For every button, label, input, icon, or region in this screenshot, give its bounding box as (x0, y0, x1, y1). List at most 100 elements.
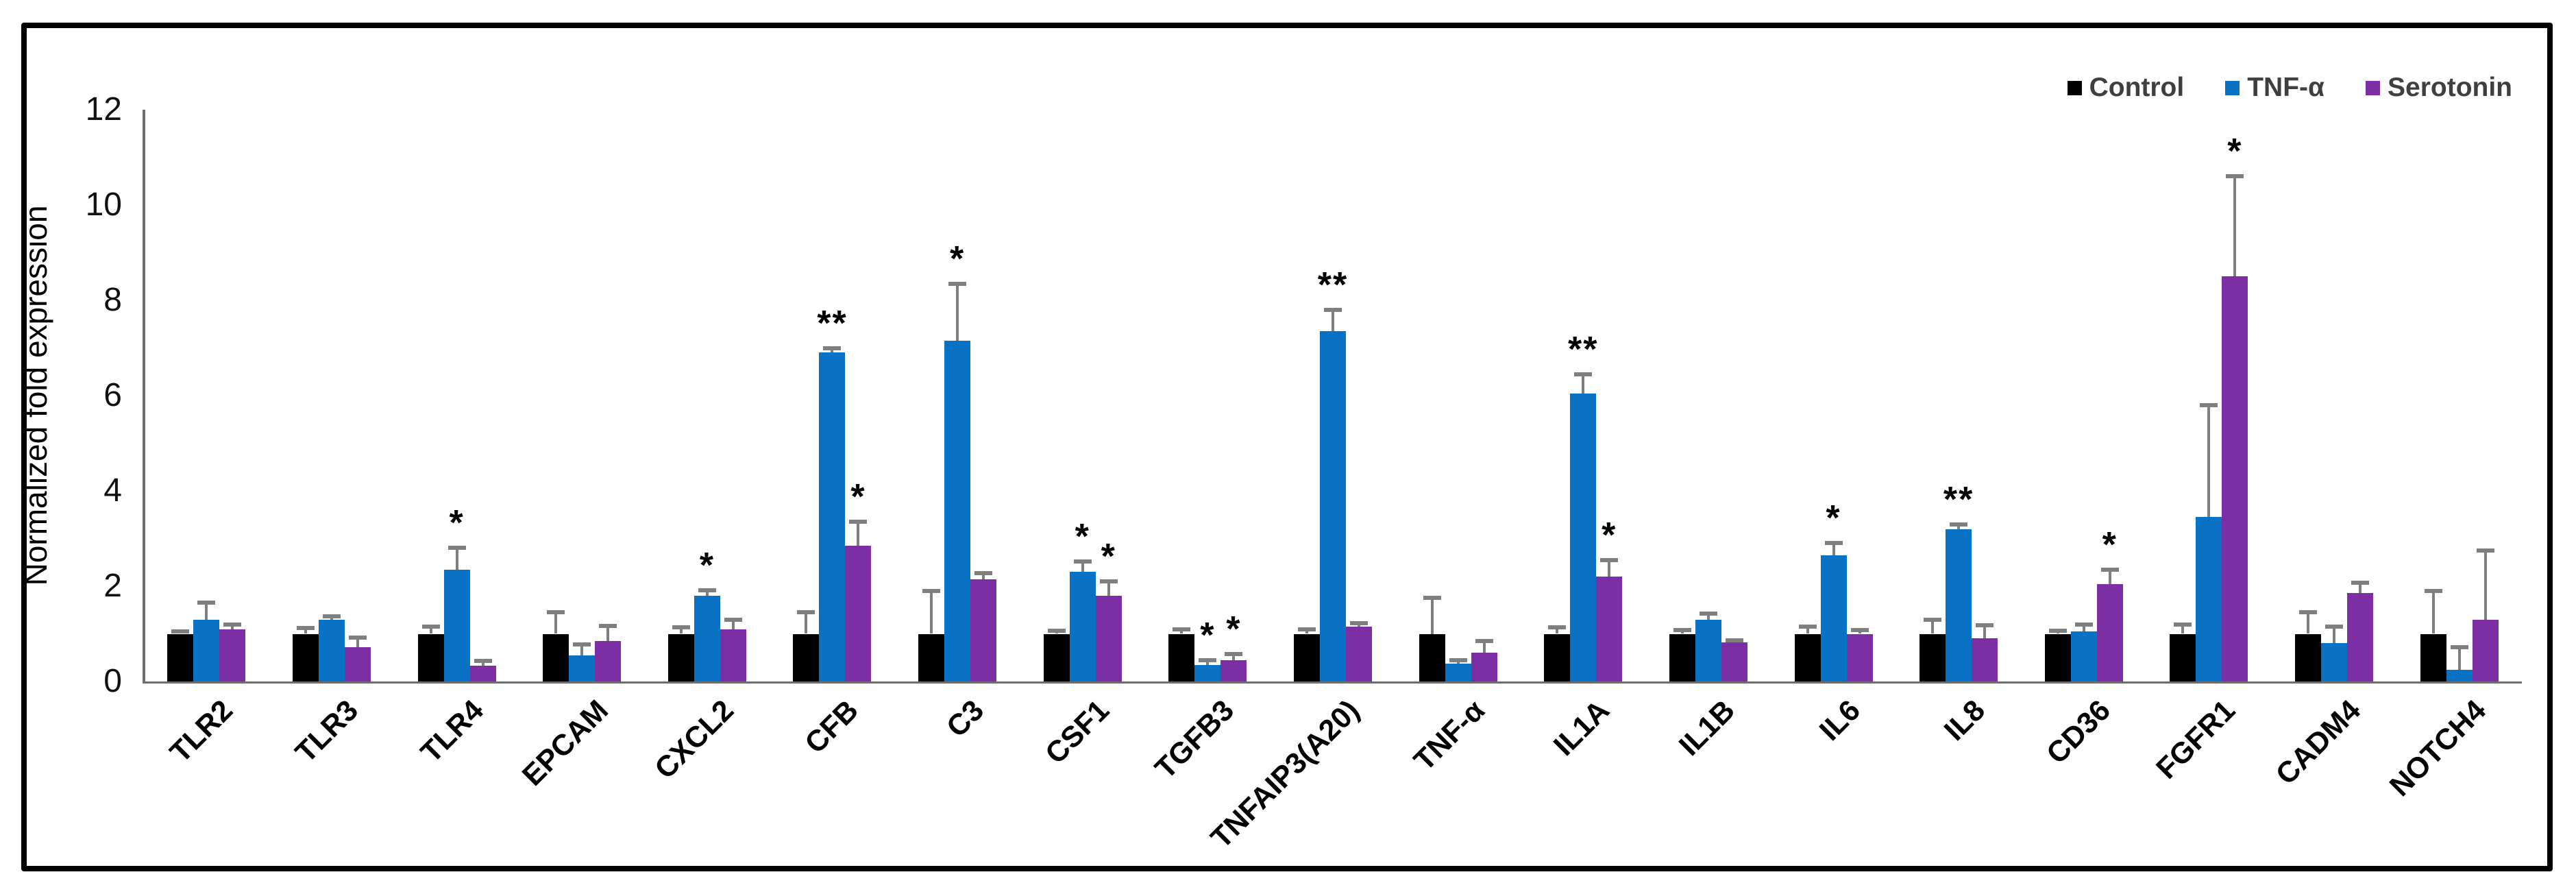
bar (2347, 593, 2374, 681)
significance-mark: * (699, 545, 715, 585)
error-bar-stem (731, 619, 735, 629)
bar (2170, 633, 2196, 681)
significance-mark: * (1226, 609, 1242, 650)
error-bar-stem (231, 624, 234, 629)
y-tick-label: 2 (103, 568, 122, 604)
error-bar-stem (606, 625, 610, 641)
significance-mark: * (1200, 615, 1216, 655)
error-bar-stem (2181, 624, 2185, 634)
error-bar-cap (724, 617, 742, 622)
y-tick-label: 4 (103, 472, 122, 509)
bar (1168, 633, 1195, 681)
error-bar-cap (2200, 402, 2218, 407)
x-axis-line (143, 681, 2522, 684)
error-bar-cap (1798, 625, 1817, 629)
error-bar-cap (1924, 617, 1942, 622)
bar (167, 633, 194, 681)
bar (2321, 643, 2348, 681)
error-bar-cap (698, 588, 716, 592)
error-bar-stem (982, 573, 985, 579)
bar (667, 633, 694, 681)
bar (1544, 633, 1571, 681)
error-bar-stem (2457, 647, 2461, 670)
bar (318, 619, 345, 681)
bar (595, 640, 622, 681)
error-bar-stem (2307, 612, 2310, 634)
bar (193, 619, 220, 681)
bar (1794, 633, 1821, 681)
bar (417, 633, 444, 681)
x-tick-label: TLR2 (164, 694, 240, 769)
significance-mark: * (449, 503, 465, 544)
x-tick-label: EPCAM (516, 694, 615, 793)
legend-item: TNF-α (2225, 73, 2324, 103)
x-tick-label: TLR3 (289, 694, 365, 769)
legend-swatch (2366, 80, 2380, 95)
error-bar-stem (679, 627, 683, 634)
error-bar-cap (573, 642, 591, 647)
error-bar-cap (974, 571, 993, 576)
bar (793, 633, 820, 681)
error-bar-cap (1475, 638, 1493, 643)
significance-mark: * (850, 477, 866, 518)
error-bar-stem (2483, 550, 2487, 620)
error-bar-cap (922, 588, 941, 593)
x-tick-label: IL1A (1547, 694, 1617, 762)
error-bar-stem (2207, 404, 2211, 518)
legend-item: Serotonin (2366, 73, 2512, 103)
error-bar-cap (1673, 627, 1691, 632)
error-bar-stem (455, 548, 458, 570)
legend-label: Serotonin (2388, 73, 2512, 102)
x-tick-label: CXCL2 (648, 694, 740, 786)
significance-mark: ** (1943, 479, 1974, 520)
error-bar-stem (1180, 629, 1183, 634)
error-bar-cap (2325, 625, 2344, 629)
error-bar-cap (2450, 644, 2468, 649)
significance-mark: ** (817, 303, 848, 343)
significance-mark: * (1075, 516, 1090, 557)
error-bar-cap (1173, 627, 1191, 631)
error-bar-stem (2233, 176, 2237, 277)
error-bar-stem (2333, 627, 2336, 644)
error-bar-stem (2108, 569, 2111, 584)
error-bar-cap (1199, 657, 1217, 662)
x-tick-label: TNF-α (1407, 694, 1491, 777)
bar (1471, 653, 1497, 681)
bar (970, 579, 997, 681)
error-bar-stem (1081, 561, 1084, 572)
error-bar-stem (2431, 590, 2435, 634)
error-bar-cap (1574, 372, 1593, 376)
x-tick-label: CFB (798, 694, 866, 760)
error-bar-cap (1225, 652, 1243, 657)
bar (219, 629, 246, 681)
x-tick-label: CADM4 (2269, 694, 2367, 792)
bar (1669, 633, 1695, 681)
error-bar-stem (1582, 374, 1585, 394)
error-bar-stem (1706, 614, 1710, 620)
bar (1972, 638, 1998, 681)
error-bar-stem (1482, 640, 1486, 653)
error-bar-cap (1324, 307, 1342, 312)
bar (2044, 633, 2071, 681)
legend-swatch (2225, 80, 2240, 95)
x-tick-label: C3 (940, 694, 991, 744)
significance-mark: ** (1317, 265, 1349, 305)
bar (344, 647, 371, 681)
error-bar-cap (296, 626, 315, 631)
error-bar-cap (2226, 174, 2244, 179)
bar (944, 341, 971, 681)
error-bar-cap (1600, 557, 1619, 562)
x-tick-label: CD36 (2040, 694, 2117, 771)
error-bar-cap (2424, 588, 2442, 593)
significance-mark: * (949, 239, 966, 279)
bar (469, 666, 496, 681)
error-bar-cap (823, 346, 842, 350)
error-bar-cap (171, 629, 190, 634)
error-bar-cap (1548, 625, 1567, 630)
bar (1069, 572, 1096, 681)
x-tick-label: IL6 (1813, 694, 1867, 747)
legend-swatch (2067, 80, 2082, 95)
y-tick-label: 10 (85, 186, 122, 223)
y-axis-line (143, 110, 145, 684)
